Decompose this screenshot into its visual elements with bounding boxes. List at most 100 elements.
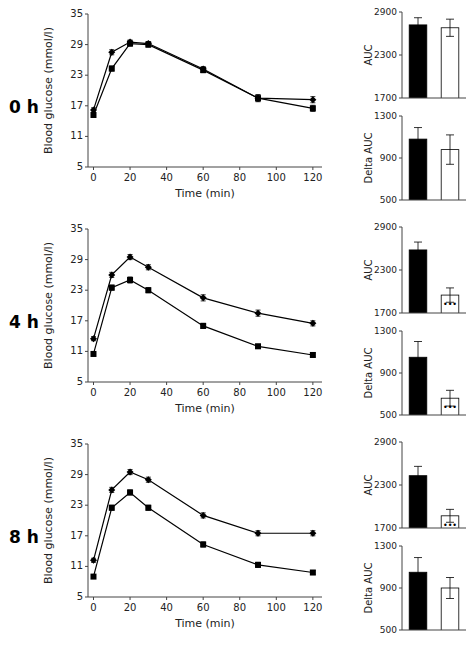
error-bar <box>109 66 114 71</box>
x-tick-label: 0 <box>90 387 96 398</box>
marker <box>127 469 134 476</box>
y-tick-label: 5 <box>77 376 83 387</box>
y-tick <box>85 351 88 352</box>
y-tick-label: 500 <box>380 195 397 205</box>
error-bar <box>146 42 151 47</box>
y-tick <box>85 474 88 475</box>
x-tick <box>312 597 313 600</box>
y-tick <box>85 105 88 106</box>
y-tick-label: 23 <box>70 499 83 510</box>
plot-area <box>409 466 459 528</box>
marker <box>108 271 115 278</box>
y-tick <box>85 535 88 536</box>
y-tick-label: 1700 <box>374 523 397 533</box>
x-axis-line <box>402 98 466 99</box>
error-bar <box>414 242 422 258</box>
x-tick <box>239 167 240 170</box>
y-axis-label: AUC <box>363 474 374 495</box>
y-tick <box>399 442 402 443</box>
error-bar <box>310 531 315 536</box>
x-tick <box>130 597 131 600</box>
x-tick <box>166 597 167 600</box>
marker <box>127 254 134 261</box>
series-line <box>93 280 312 355</box>
error-bar <box>91 113 96 117</box>
y-tick <box>85 320 88 321</box>
marker <box>145 505 151 511</box>
y-tick-label: 29 <box>70 469 83 480</box>
y-tick-label: 2900 <box>374 222 397 232</box>
series-line <box>93 472 312 560</box>
y-tick <box>399 415 402 416</box>
plot-area <box>90 39 316 118</box>
significance-mark: ••• <box>443 521 457 530</box>
y-tick <box>85 597 88 598</box>
marker <box>90 335 97 342</box>
x-tick-label: 20 <box>124 602 137 613</box>
y-tick-label: 35 <box>70 223 83 234</box>
panel-label: 8 h <box>9 527 39 547</box>
x-tick-label: 0 <box>90 602 96 613</box>
y-tick <box>399 116 402 117</box>
x-tick <box>166 382 167 385</box>
y-axis-label: Blood glucose (mmol/l) <box>42 457 55 584</box>
error-bar <box>256 531 261 536</box>
y-axis-label: AUC <box>363 259 374 280</box>
series-line <box>93 257 312 339</box>
figure: 0 h51117232935Blood glucose (mmol/l)0204… <box>0 0 474 645</box>
marker <box>127 489 133 495</box>
y-tick-label: 500 <box>380 410 397 420</box>
plot-area <box>90 469 316 580</box>
x-tick-label: 120 <box>303 602 322 613</box>
y-tick <box>85 259 88 260</box>
y-tick-label: 29 <box>70 39 83 50</box>
y-tick-label: 23 <box>70 284 83 295</box>
y-axis-line <box>88 444 89 597</box>
x-axis-label: Time (min) <box>174 617 235 630</box>
x-tick-label: 80 <box>233 602 246 613</box>
x-axis-line <box>402 200 466 201</box>
marker <box>310 105 316 111</box>
x-axis-line <box>402 415 466 416</box>
y-tick <box>399 331 402 332</box>
y-tick-label: 23 <box>70 69 83 80</box>
x-tick-label: 60 <box>197 172 210 183</box>
series-line <box>93 42 312 110</box>
y-tick <box>399 12 402 13</box>
y-axis-label: Blood glucose (mmol/l) <box>42 242 55 369</box>
x-tick <box>93 382 94 385</box>
y-axis-label: Delta AUC <box>363 347 374 398</box>
error-bar <box>201 542 206 547</box>
x-tick <box>276 167 277 170</box>
y-tick-label: 900 <box>380 153 397 163</box>
x-axis-line <box>402 313 466 314</box>
bar <box>409 250 427 313</box>
x-tick-label: 60 <box>197 602 210 613</box>
x-tick <box>203 167 204 170</box>
marker <box>310 570 316 576</box>
x-tick-label: 100 <box>267 387 286 398</box>
x-tick-label: 40 <box>160 172 173 183</box>
y-tick <box>85 505 88 506</box>
y-tick <box>85 382 88 383</box>
y-tick-label: 35 <box>70 438 83 449</box>
x-tick <box>130 167 131 170</box>
y-tick <box>399 528 402 529</box>
y-tick <box>85 444 88 445</box>
x-tick-label: 100 <box>267 602 286 613</box>
y-tick-label: 2300 <box>374 480 397 490</box>
plot-area <box>90 254 316 358</box>
y-tick <box>85 75 88 76</box>
error-bar <box>310 353 315 357</box>
marker <box>145 40 152 47</box>
error-bar <box>414 342 422 374</box>
marker <box>200 294 207 301</box>
error-bar <box>128 255 133 260</box>
marker <box>200 323 206 329</box>
y-tick <box>85 229 88 230</box>
x-tick <box>239 382 240 385</box>
marker <box>90 574 96 580</box>
y-tick-label: 900 <box>380 368 397 378</box>
error-bar <box>109 505 114 510</box>
error-bar <box>414 466 422 485</box>
